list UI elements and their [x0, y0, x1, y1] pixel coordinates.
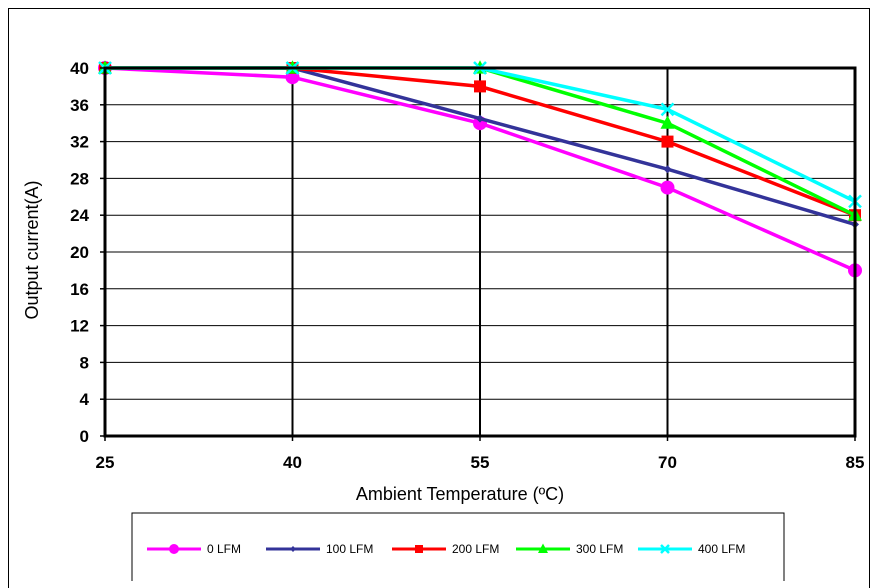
legend-label: 400 LFM	[698, 542, 745, 556]
chart-frame	[8, 8, 870, 588]
x-axis-label: Ambient Temperature (ºC)	[356, 484, 564, 504]
y-tick-label: 8	[80, 353, 89, 372]
y-axis-label: Output current(A)	[22, 180, 42, 319]
legend-label: 300 LFM	[576, 542, 623, 556]
legend: 0 LFM 100 LFM 200 LFM 300 LFM 400 LFM	[131, 512, 785, 581]
y-tick-label: 4	[80, 390, 90, 409]
x-tick-label: 85	[846, 453, 865, 472]
y-tick-label: 40	[70, 59, 89, 78]
legend-box	[131, 512, 785, 581]
x-tick-label: 55	[471, 453, 490, 472]
legend-entry: 300 LFM	[516, 542, 623, 556]
legend-entry: 200 LFM	[392, 542, 499, 556]
tick-labels: 0 4 8 12 16 20 24 28 32 36 40 25 40 55 70 85	[70, 59, 864, 472]
legend-marker	[538, 543, 548, 553]
legend-entry: 100 LFM	[266, 542, 373, 556]
x-tick-label: 70	[658, 453, 677, 472]
y-tick-label: 12	[70, 317, 89, 336]
y-tick-label: 36	[70, 96, 89, 115]
y-tick-label: 32	[70, 133, 89, 152]
legend-label: 0 LFM	[207, 542, 241, 556]
legend-marker	[169, 544, 179, 554]
x-tick-label: 40	[283, 453, 302, 472]
data-point	[476, 114, 484, 123]
x-tick-label: 25	[96, 453, 115, 472]
y-tick-label: 0	[80, 427, 89, 446]
data-point	[660, 102, 675, 117]
y-tick-label: 28	[70, 169, 89, 188]
y-tick-label: 24	[70, 206, 89, 225]
legend-marker	[290, 546, 296, 552]
legend-entry: 400 LFM	[638, 542, 745, 556]
data-point	[474, 80, 486, 93]
legend-entry: 0 LFM	[147, 542, 241, 556]
y-tick-label: 16	[70, 280, 89, 299]
data-point	[663, 165, 672, 174]
legend-marker	[660, 544, 670, 554]
data-point	[660, 115, 675, 129]
y-tick-label: 20	[70, 243, 89, 262]
data-point	[661, 135, 674, 148]
legend-marker	[415, 545, 423, 553]
legend-label: 200 LFM	[452, 542, 499, 556]
data-point	[660, 180, 675, 195]
legend-label: 100 LFM	[326, 542, 373, 556]
